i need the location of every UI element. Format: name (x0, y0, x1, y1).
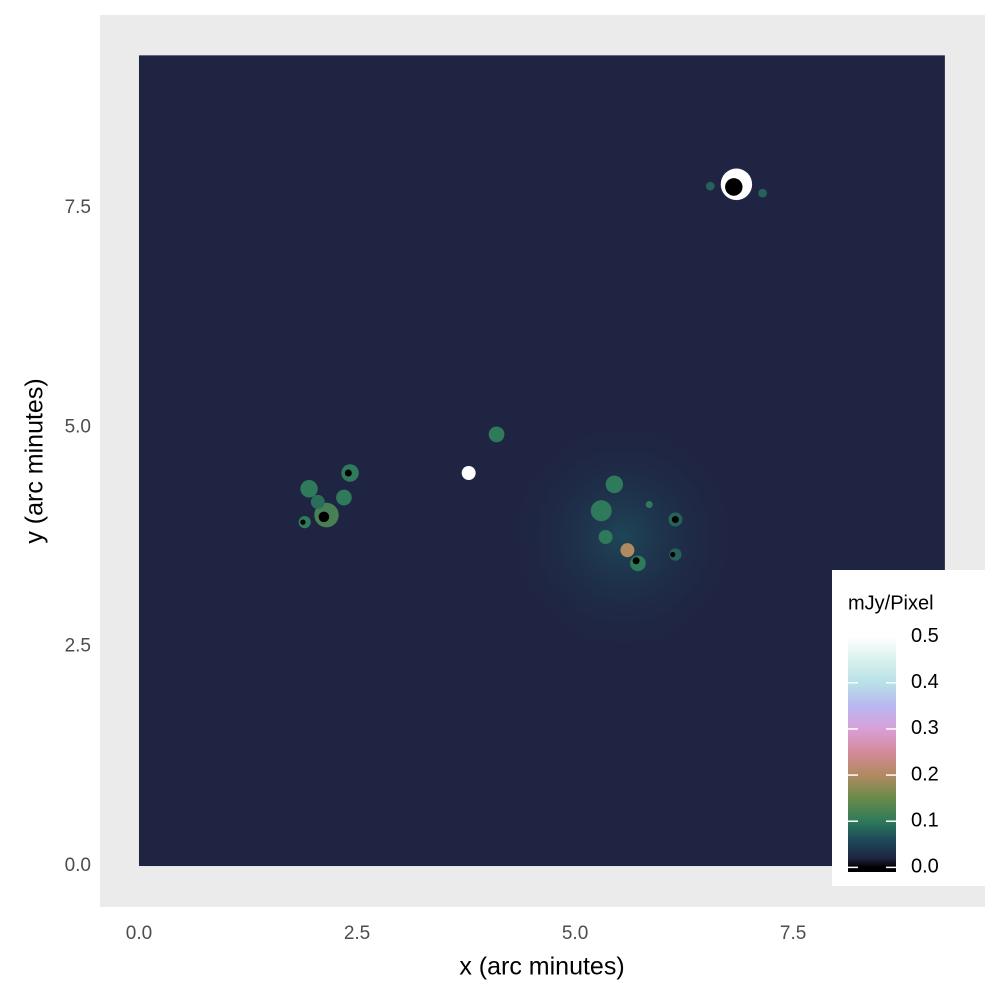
source (605, 475, 624, 494)
source (598, 530, 613, 545)
x-tick-label: 0.0 (126, 923, 152, 944)
diffuse-glow (500, 414, 746, 660)
source (590, 500, 612, 522)
y-tick-label: 5.0 (65, 416, 91, 437)
x-tick-label: 2.5 (344, 923, 370, 944)
x-tick-label: 7.5 (780, 923, 806, 944)
source (344, 469, 352, 477)
colorbar-tick-label: 0.1 (911, 810, 939, 832)
source (300, 479, 318, 498)
y-tick-label: 7.5 (65, 197, 91, 218)
source (758, 188, 767, 198)
source (705, 181, 715, 191)
source (488, 426, 505, 443)
source (725, 178, 743, 196)
source (671, 515, 679, 523)
source (461, 465, 476, 480)
colorbar-tick-label: 0.3 (911, 717, 939, 739)
colorbar-tick-label: 0.0 (911, 856, 939, 878)
source (645, 501, 653, 509)
source (318, 511, 330, 523)
x-tick-label: 5.0 (562, 923, 588, 944)
y-tick-label: 0.0 (65, 855, 91, 876)
y-tick-label: 2.5 (65, 636, 91, 657)
colorbar-tick-label: 0.2 (911, 763, 939, 785)
source (300, 519, 306, 525)
source (336, 489, 352, 506)
source (310, 494, 325, 509)
colorbar (848, 632, 896, 872)
source (632, 557, 640, 565)
source (670, 551, 676, 558)
x-axis-label: x (arc minutes) (459, 953, 624, 981)
colorbar-tick-label: 0.5 (911, 625, 939, 647)
source (620, 543, 635, 558)
legend-title: mJy/Pixel (848, 592, 934, 614)
colorbar-tick-label: 0.4 (911, 671, 939, 693)
y-axis-label: y (arc minutes) (21, 378, 49, 543)
